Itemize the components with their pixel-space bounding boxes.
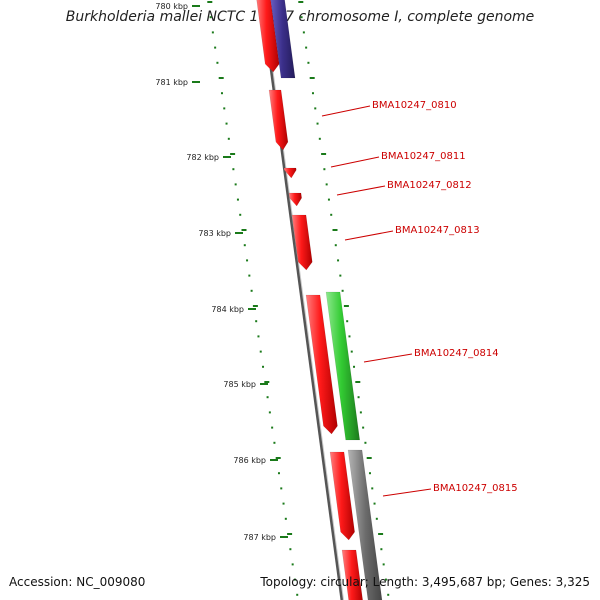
ruler-track — [207, 1, 390, 596]
cds-feature-0809[interactable] — [256, 0, 280, 73]
rna-feature-0814[interactable] — [325, 291, 361, 441]
feature-track — [256, 0, 383, 600]
ruler-inner — [298, 1, 390, 596]
accession-text: Accession: NC_009080 — [9, 575, 146, 589]
gene-labels: BMA10247_0810 BMA10247_0811 BMA10247_0812 B… — [321, 100, 518, 497]
genome-summary-text: Topology: circular; Length: 3,495,687 bp… — [260, 575, 590, 589]
tick-label: 782 kbp — [186, 153, 219, 162]
gene-label-leader — [344, 230, 394, 241]
cds-feature-0811[interactable] — [283, 167, 297, 179]
gene-label-leader — [330, 156, 380, 168]
cds-feature-0815[interactable] — [329, 451, 355, 541]
tick-label: 780 kbp — [155, 2, 188, 11]
cds-feature-0810[interactable] — [268, 89, 289, 151]
gene-label-leader — [336, 185, 386, 196]
gene-label[interactable]: BMA10247_0813 — [395, 225, 480, 236]
tick-label: 787 kbp — [243, 533, 276, 542]
gene-label-leader — [321, 105, 371, 117]
tick-label: 784 kbp — [211, 305, 244, 314]
ruler-outer — [207, 1, 299, 596]
cds-feature-0813[interactable] — [291, 214, 313, 271]
cds-feature-0814a[interactable] — [305, 294, 338, 435]
tick-labels: 780 kbp 781 kbp 782 kbp 783 kbp 784 kbp 785 k… — [155, 2, 288, 542]
gray-feature[interactable] — [347, 449, 383, 600]
tick-label: 786 kbp — [233, 456, 266, 465]
gene-label[interactable]: BMA10247_0812 — [387, 180, 472, 191]
tick-label: 783 kbp — [198, 229, 231, 238]
map-title: Burkholderia mallei NCTC 10247 chromosom… — [65, 9, 535, 25]
cds-feature-0812[interactable] — [288, 192, 302, 207]
gene-label[interactable]: BMA10247_0811 — [381, 151, 466, 162]
tick-label: 785 kbp — [223, 380, 256, 389]
gene-label[interactable]: BMA10247_0810 — [372, 100, 457, 111]
gene-label-leader — [363, 353, 413, 363]
other-feature[interactable] — [270, 0, 296, 79]
gene-label[interactable]: BMA10247_0814 — [414, 348, 499, 359]
cds-feature-0816[interactable] — [341, 549, 363, 600]
gene-label-leader — [382, 488, 432, 497]
tick-label: 781 kbp — [155, 78, 188, 87]
gene-label[interactable]: BMA10247_0815 — [433, 483, 518, 494]
